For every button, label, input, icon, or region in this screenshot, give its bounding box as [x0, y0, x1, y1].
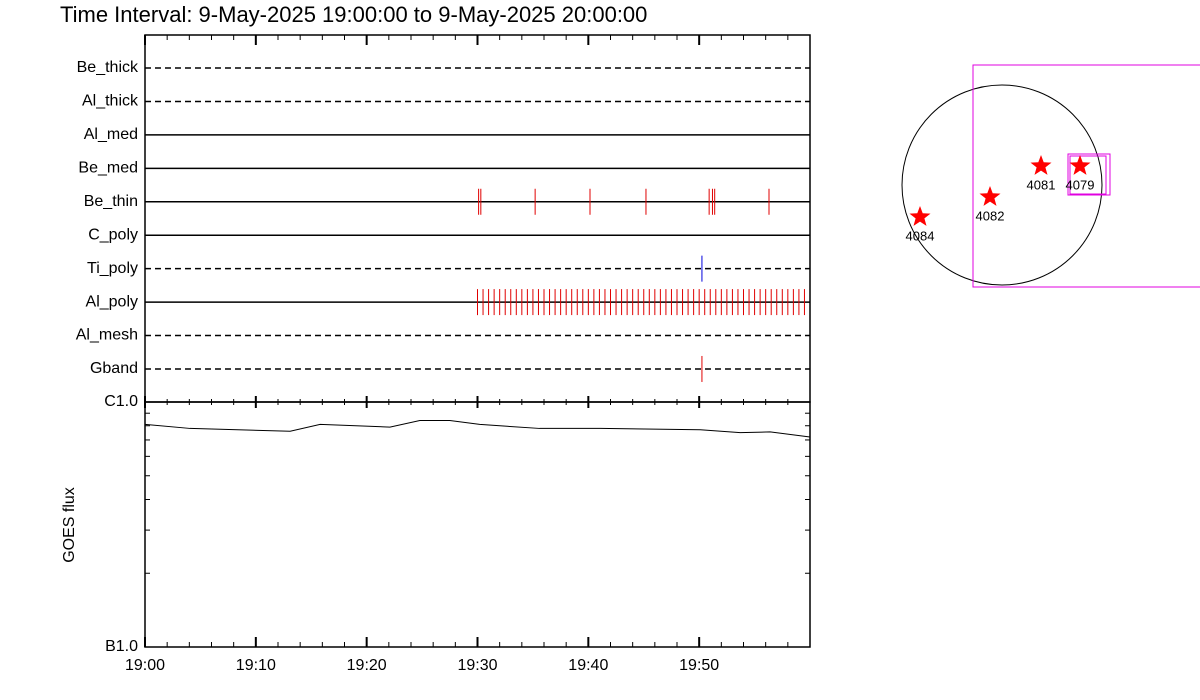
y-axis-label: GOES flux — [61, 487, 78, 563]
region-label: 4084 — [906, 228, 935, 243]
x-tick-label: 19:10 — [236, 657, 276, 674]
row-label: Al_poly — [86, 293, 138, 310]
solar-disk — [901, 84, 1103, 286]
row-label: Gband — [90, 360, 138, 377]
fov-box-small — [1069, 155, 1107, 195]
row-label: Be_med — [78, 160, 138, 177]
region-star — [909, 206, 931, 226]
region-label: 4082 — [976, 208, 1005, 223]
x-tick-label: 19:00 — [125, 657, 165, 674]
row-label: Al_thick — [82, 93, 139, 110]
goes-frame — [144, 401, 811, 648]
row-label: Ti_poly — [87, 260, 138, 277]
region-label: 4081 — [1027, 177, 1056, 192]
row-label: Al_med — [84, 126, 138, 143]
x-tick-label: 19:20 — [347, 657, 387, 674]
region-label: 4079 — [1066, 177, 1095, 192]
y-tick-label: C1.0 — [104, 393, 138, 410]
chart-title: Time Interval: 9-May-2025 19:00:00 to 9-… — [60, 2, 647, 27]
goes-curve — [144, 420, 811, 438]
row-label: Be_thin — [84, 193, 138, 210]
y-tick-label: B1.0 — [105, 638, 138, 655]
fov-box — [972, 64, 1200, 288]
x-tick-label: 19:40 — [568, 657, 608, 674]
row-label: C_poly — [88, 226, 138, 243]
event-frame — [144, 34, 811, 403]
region-star — [1030, 155, 1052, 175]
x-tick-label: 19:50 — [679, 657, 719, 674]
row-label: Be_thick — [77, 59, 139, 76]
region-star — [979, 186, 1001, 206]
fov-box-small — [1067, 153, 1111, 196]
region-star — [1069, 155, 1091, 175]
x-tick-label: 19:30 — [457, 657, 497, 674]
row-label: Al_mesh — [76, 327, 138, 344]
